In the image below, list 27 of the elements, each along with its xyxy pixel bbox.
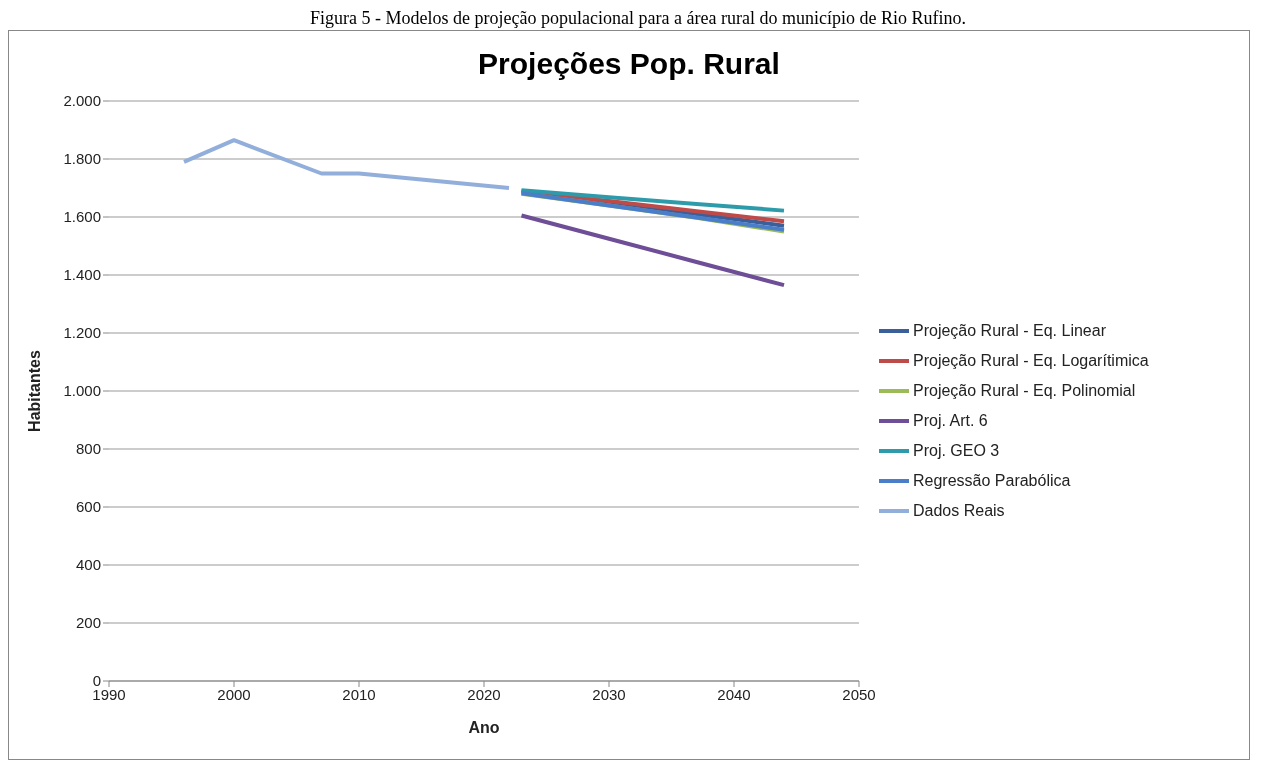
x-tick-label: 2040 <box>717 685 751 703</box>
y-tick-label: 1.400 <box>63 266 101 284</box>
x-tick-label: 2000 <box>217 685 251 703</box>
x-axis-title: Ano <box>468 719 500 736</box>
legend-label: Projeção Rural - Eq. Logarítimica <box>913 352 1149 370</box>
y-axis-title: Habitantes <box>25 350 43 432</box>
legend-label: Regressão Parabólica <box>913 472 1071 490</box>
legend-label: Proj. Art. 6 <box>913 412 988 430</box>
y-tick-label: 1.000 <box>63 382 101 400</box>
legend-label: Proj. GEO 3 <box>913 442 1000 460</box>
chart-title: Projeções Pop. Rural <box>477 47 781 82</box>
y-tick-label: 600 <box>75 498 101 516</box>
legend-label: Projeção Rural - Eq. Linear <box>913 322 1106 340</box>
x-tick-label: 2020 <box>467 685 501 703</box>
y-tick-label: 400 <box>75 556 101 574</box>
y-tick-label: 1.200 <box>63 324 101 342</box>
y-tick-label: 800 <box>75 440 101 458</box>
y-tick-label: 1.600 <box>63 208 101 226</box>
text: Figura 5 - Modelos de projeção populacional para a área rural do município de Rio Rufino. <box>310 8 966 28</box>
y-tick-label: 2.000 <box>63 92 101 110</box>
x-tick-label: 2010 <box>342 685 376 703</box>
y-tick-label: 1.800 <box>63 150 101 168</box>
legend-label: Dados Reais <box>913 502 1005 520</box>
x-tick-label: 2030 <box>592 685 626 703</box>
y-tick-label: 200 <box>75 614 101 632</box>
x-tick-label: 2050 <box>842 685 876 703</box>
legend-label: Projeção Rural - Eq. Polinomial <box>913 382 1136 400</box>
